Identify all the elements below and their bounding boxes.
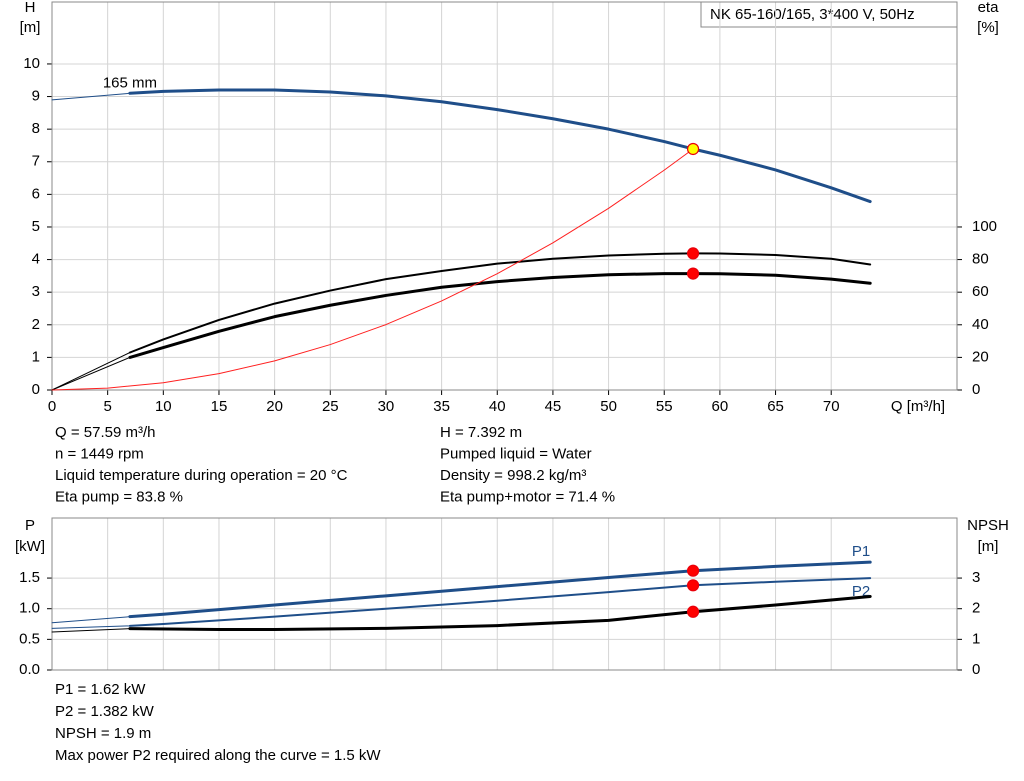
x-tick-label: 70 [823,398,840,415]
curve [51,628,131,633]
info-text: Max power P2 required along the curve = … [55,747,381,764]
x-tick-label: 50 [600,398,617,415]
y2-tick-label: 80 [972,251,989,268]
x-tick-label: 35 [433,398,450,415]
curve [128,88,872,204]
x-tick-label: 45 [545,398,562,415]
y2-tick-label: 100 [972,218,997,235]
y2-axis-unit: [m] [978,538,999,555]
y-axis-unit: [m] [20,19,41,36]
chart-title: NK 65-160/165, 3*400 V, 50Hz [710,6,915,23]
y-tick-label: 9 [32,88,40,105]
x-tick-label: 60 [712,398,729,415]
operating-point [686,605,700,618]
curve-label: 165 mm [103,74,157,91]
y2-tick-label: 3 [972,569,980,586]
x-tick-label: 5 [103,398,111,415]
x-axis-label: Q [m³/h] [891,398,945,415]
info-text: n = 1449 rpm [55,445,144,462]
y2-axis-label: NPSH [967,517,1009,534]
operating-point [686,247,700,260]
curve [51,616,131,624]
curve [51,148,694,391]
operating-point [686,564,700,577]
y-tick-label: 8 [32,120,40,137]
info-text: NPSH = 1.9 m [55,725,151,742]
y2-tick-label: 40 [972,316,989,333]
plot-frame [51,1,958,391]
curve [128,577,872,627]
y-axis-label: P [25,517,35,534]
info-text: Pumped liquid = Water [440,445,592,462]
title-box [700,1,958,28]
y2-tick-label: 1 [972,630,980,647]
info-text: P1 = 1.62 kW [55,681,146,698]
x-tick-label: 65 [767,398,784,415]
x-tick-label: 10 [155,398,172,415]
curve [128,252,872,354]
y-tick-label: 2 [32,316,40,333]
info-text: Q = 57.59 m³/h [55,424,155,441]
curve [128,594,872,632]
info-text: P2 = 1.382 kW [55,703,155,720]
curve [51,625,131,629]
operating-point [686,579,700,592]
y-tick-label: 0.0 [19,661,40,678]
info-text: Eta pump = 83.8 % [55,488,183,505]
y-tick-label: 7 [32,153,40,170]
y2-axis-unit: [%] [977,19,999,36]
curve [51,352,131,391]
y2-tick-label: 0 [972,661,980,678]
x-tick-label: 0 [48,398,56,415]
y2-tick-label: 2 [972,600,980,617]
operating-point [686,142,700,156]
y-tick-label: 6 [32,185,40,202]
y2-tick-label: 20 [972,348,989,365]
y-tick-label: 0.5 [19,630,40,647]
curve [51,92,131,101]
y-tick-label: 5 [32,218,40,235]
x-tick-label: 20 [266,398,283,415]
info-text: Eta pump+motor = 71.4 % [440,488,615,505]
y-axis-unit: [kW] [15,538,45,555]
y-tick-label: 4 [32,251,40,268]
x-tick-label: 40 [489,398,506,415]
y-tick-label: 3 [32,283,40,300]
x-tick-label: 55 [656,398,673,415]
y-tick-label: 1.5 [19,569,40,586]
x-tick-label: 25 [322,398,339,415]
curve [128,560,872,619]
plot-frame [51,517,958,671]
y2-axis-label: eta [978,0,1000,16]
y-tick-label: 10 [23,55,40,72]
curve [128,272,872,359]
x-tick-label: 30 [378,398,395,415]
y-tick-label: 0 [32,381,40,398]
y2-tick-label: 0 [972,381,980,398]
info-text: H = 7.392 m [440,424,522,441]
curve-name: P1 [852,543,870,560]
info-text: Density = 998.2 kg/m³ [440,467,586,484]
info-text: Liquid temperature during operation = 20… [55,467,348,484]
y-tick-label: 1 [32,348,40,365]
x-tick-label: 15 [211,398,228,415]
curve [51,356,131,391]
y-tick-label: 1.0 [19,600,40,617]
y-axis-label: H [25,0,36,16]
y2-tick-label: 60 [972,283,989,300]
operating-point [686,267,700,280]
